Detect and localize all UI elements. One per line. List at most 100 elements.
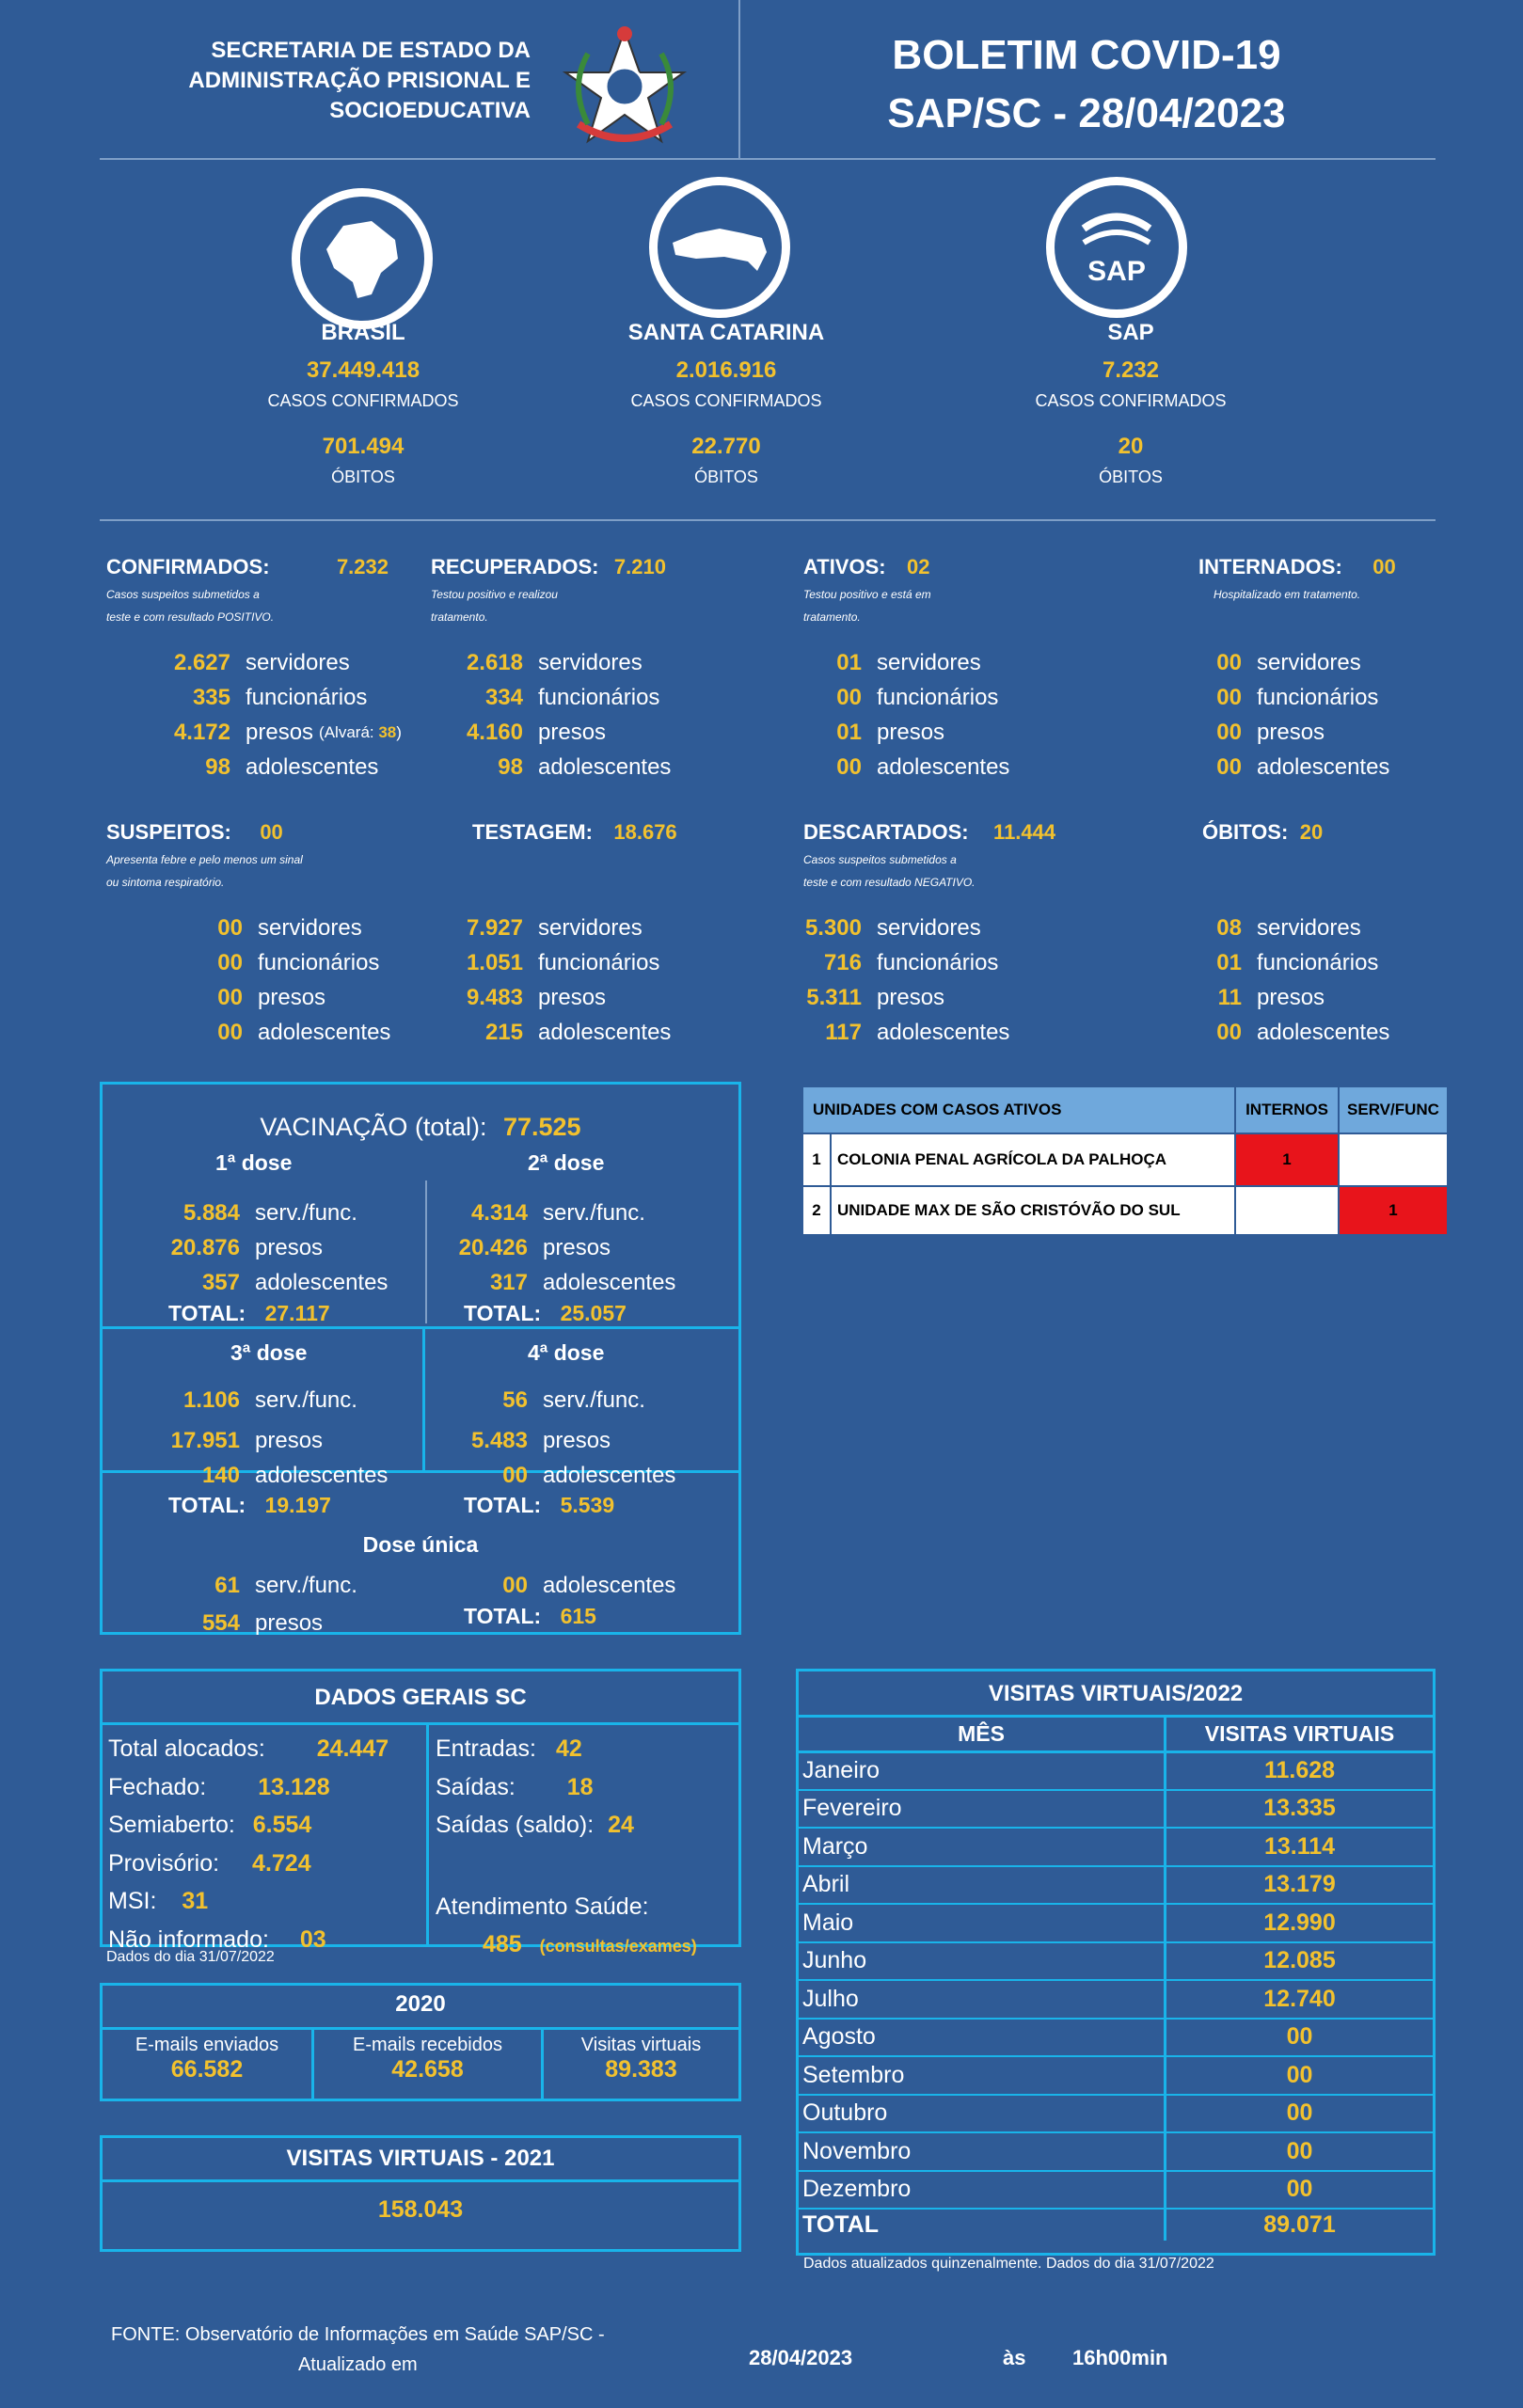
list-item: 00 funcionários — [730, 680, 1009, 715]
field-value: 31 — [182, 1888, 209, 1914]
field-label: Atendimento Saúde: — [436, 1893, 649, 1920]
category: adolescentes — [246, 754, 379, 780]
vacinacao-title: VACINAÇÃO (total): 77.525 — [103, 1113, 738, 1142]
count: 5.884 — [182, 1200, 240, 1226]
visitas-2022-footnote: Dados atualizados quinzenalmente. Dados … — [803, 2256, 1214, 2272]
stat-recuperados: RECUPERADOS: 7.210 Testou positivo e rea… — [431, 555, 666, 628]
region-name: BRASIL — [321, 320, 405, 345]
dose-divider — [422, 1329, 425, 1470]
field-label: Total alocados: — [108, 1735, 265, 1762]
list-item: 00 presos — [1110, 715, 1389, 750]
count: 00 — [1216, 685, 1242, 710]
category: adolescentes — [543, 1270, 676, 1295]
category: adolescentes — [1257, 754, 1390, 780]
list-item: MSI: 31 — [108, 1882, 389, 1921]
footer-time: 16h00min — [1072, 2346, 1168, 2369]
category: adolescentes — [543, 1573, 676, 1598]
column-header: MÊS — [799, 1718, 1166, 1753]
obitos-breakdown: 08 servidores 01 funcionários 11 presos 00 a… — [1110, 911, 1389, 1050]
list-item: 5.884 serv./func. — [103, 1196, 388, 1230]
category: funcionários — [877, 685, 999, 710]
category: adolescentes — [538, 1020, 672, 1045]
column-header: UNIDADES COM CASOS ATIVOS — [801, 1085, 1236, 1134]
alvara-label: (Alvará: — [319, 723, 379, 741]
sap-logo-text: SAP — [1087, 256, 1146, 287]
category: presos — [1257, 720, 1325, 745]
list-item: 357 adolescentes — [103, 1265, 388, 1300]
category: presos — [255, 1235, 324, 1260]
count: 11 — [1217, 985, 1242, 1010]
stat-note: tratamento. — [803, 610, 861, 624]
table-row: Julho 12.740 — [799, 1980, 1433, 2020]
list-item: 335 funcionários — [99, 680, 402, 715]
list-item: 00 presos — [126, 980, 390, 1015]
month-cell: Abril — [799, 1865, 1166, 1905]
category: presos — [255, 1610, 324, 1636]
category: presos — [246, 720, 314, 745]
list-item: 20.876 presos — [103, 1230, 388, 1265]
visitas-2022-title: VISITAS VIRTUAIS/2022 — [988, 1681, 1244, 1706]
list-item: Entradas: 42 — [436, 1730, 697, 1768]
total-value: 27.117 — [264, 1301, 330, 1325]
stat-label: ÓBITOS: — [1202, 820, 1289, 844]
count: 00 — [217, 985, 243, 1010]
region-deaths: 22.770 — [691, 434, 761, 459]
region-deaths: 701.494 — [322, 434, 405, 459]
count: 7.927 — [466, 915, 523, 941]
stat-label: INTERNADOS: — [1198, 555, 1342, 578]
list-item: Provisório: 4.724 — [108, 1845, 389, 1883]
visits-cell: 12.740 — [1165, 1980, 1433, 2020]
stat-suspeitos: SUSPEITOS: 00 Apresenta febre e pelo men… — [106, 820, 303, 894]
field-value: 24 — [608, 1812, 634, 1838]
count: 00 — [217, 950, 243, 975]
category: funcionários — [1257, 950, 1379, 975]
visits-cell: 13.179 — [1165, 1865, 1433, 1905]
count: 334 — [484, 685, 523, 710]
divider — [311, 2030, 314, 2099]
count: 335 — [192, 685, 230, 710]
vacinacao-total: 77.525 — [502, 1113, 581, 1141]
list-item: 01 servidores — [730, 645, 1009, 680]
dose1-title: 1ª dose — [215, 1150, 293, 1175]
category: adolescentes — [543, 1463, 676, 1488]
list-item: 5.311 presos — [730, 980, 1009, 1015]
list-item: 1.051 funcionários — [391, 945, 671, 980]
month-cell: Setembro — [799, 2056, 1166, 2096]
table-header: MÊS VISITAS VIRTUAIS — [799, 1718, 1433, 1753]
internados-breakdown: 00 servidores 00 funcionários 00 presos 00 a… — [1110, 645, 1389, 784]
region-name: SANTA CATARINA — [627, 320, 825, 345]
list-item: Semiaberto: 6.554 — [108, 1806, 389, 1845]
list-item: 317 adolescentes — [396, 1265, 675, 1300]
category: serv./func. — [255, 1573, 357, 1598]
list-item: 00 servidores — [1110, 645, 1389, 680]
table-row: 2 UNIDADE MAX DE SÃO CRISTÓVÃO DO SUL 1 — [801, 1185, 1449, 1236]
emails-enviados: E-mails enviados 66.582 — [103, 2035, 311, 2083]
category: presos — [877, 720, 945, 745]
panel-2021-title: VISITAS VIRTUAIS - 2021 — [286, 2146, 555, 2171]
list-item: 4.172 presos (Alvará: 38) — [99, 715, 402, 750]
title-line-2: SAP/SC - 28/04/2023 — [887, 90, 1286, 136]
footer-source: FONTE: Observatório de Informações em Sa… — [111, 2320, 605, 2380]
list-item: 140 adolescentes — [103, 1458, 388, 1493]
field-note: (consultas/exames) — [539, 1937, 697, 1956]
dose2-list: 4.314 serv./func. 20.426 presos 317 adolesc… — [396, 1196, 676, 1300]
unidades-table: UNIDADES COM CASOS ATIVOS INTERNOS SERV/… — [801, 1085, 1449, 1236]
alvara-value: 38 — [378, 723, 397, 741]
category: presos — [543, 1235, 611, 1260]
unit-name: COLONIA PENAL AGRÍCOLA DA PALHOÇA — [830, 1133, 1236, 1187]
month-cell: Outubro — [799, 2094, 1166, 2133]
category: servidores — [258, 915, 362, 941]
table-row: Setembro 00 — [799, 2056, 1433, 2096]
field-label: Semiaberto: — [108, 1812, 235, 1838]
panel-2021-value: 158.043 — [377, 2196, 464, 2223]
table-total-row: TOTAL 89.071 — [799, 2209, 1433, 2241]
list-item: 01 presos — [730, 715, 1009, 750]
count: 00 — [836, 685, 862, 710]
list-item: 2.627 servidores — [99, 645, 402, 680]
category: adolescentes — [538, 754, 672, 780]
list-item: 485 (consultas/exames) — [436, 1925, 697, 1966]
count: 4.172 — [173, 720, 230, 745]
regions-rule — [100, 519, 1436, 521]
dose1-total: TOTAL: 27.117 — [168, 1301, 330, 1326]
dose-divider — [425, 1180, 427, 1323]
